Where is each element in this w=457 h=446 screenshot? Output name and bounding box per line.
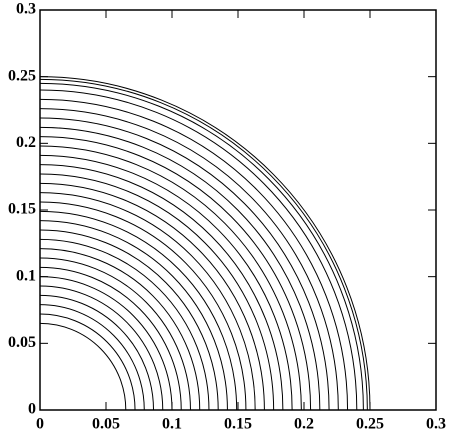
contour-line xyxy=(39,164,284,411)
y-tick-label: 0.2 xyxy=(16,134,36,151)
x-tick-label: 0.1 xyxy=(162,416,182,433)
x-tick-label: 0 xyxy=(36,416,44,433)
contour-line xyxy=(39,313,136,411)
contour-line xyxy=(39,238,210,411)
x-tick-label: 0.05 xyxy=(92,416,120,433)
y-tick-label: 0.3 xyxy=(16,1,36,18)
y-tick-label: 0.25 xyxy=(8,67,36,84)
contour-line xyxy=(39,136,312,411)
contour-line xyxy=(39,76,371,411)
contour-line xyxy=(39,89,358,411)
contour-line xyxy=(39,154,293,411)
y-tick-label: 0.05 xyxy=(8,334,36,351)
contour-line xyxy=(39,276,173,411)
contour-line xyxy=(39,173,275,411)
contour-line xyxy=(39,98,349,411)
contour-line xyxy=(39,322,127,411)
contour-line xyxy=(39,285,164,411)
contour-line xyxy=(39,145,302,411)
contour-line xyxy=(39,201,247,411)
contour-line xyxy=(39,108,339,411)
contour-line xyxy=(39,117,330,411)
contour-line xyxy=(39,248,201,411)
contour-line xyxy=(39,182,265,411)
contour-line xyxy=(39,220,228,411)
y-tick-label: 0.15 xyxy=(8,201,36,218)
contour-line xyxy=(39,257,191,411)
contour-line xyxy=(39,304,145,411)
y-tick-label: 0.1 xyxy=(16,267,36,284)
x-tick-label: 0.15 xyxy=(224,416,252,433)
contour-line xyxy=(39,210,238,411)
contour-line xyxy=(39,192,256,411)
contour-line xyxy=(39,126,321,411)
contour-line xyxy=(39,266,182,411)
contour-line xyxy=(39,229,219,411)
x-tick-label: 0.25 xyxy=(356,416,384,433)
contour-line xyxy=(39,294,155,411)
contour-line xyxy=(39,82,364,411)
x-tick-label: 0.2 xyxy=(294,416,314,433)
y-tick-label: 0 xyxy=(28,401,36,418)
contour-line xyxy=(39,78,368,411)
x-tick-label: 0.3 xyxy=(426,416,446,433)
